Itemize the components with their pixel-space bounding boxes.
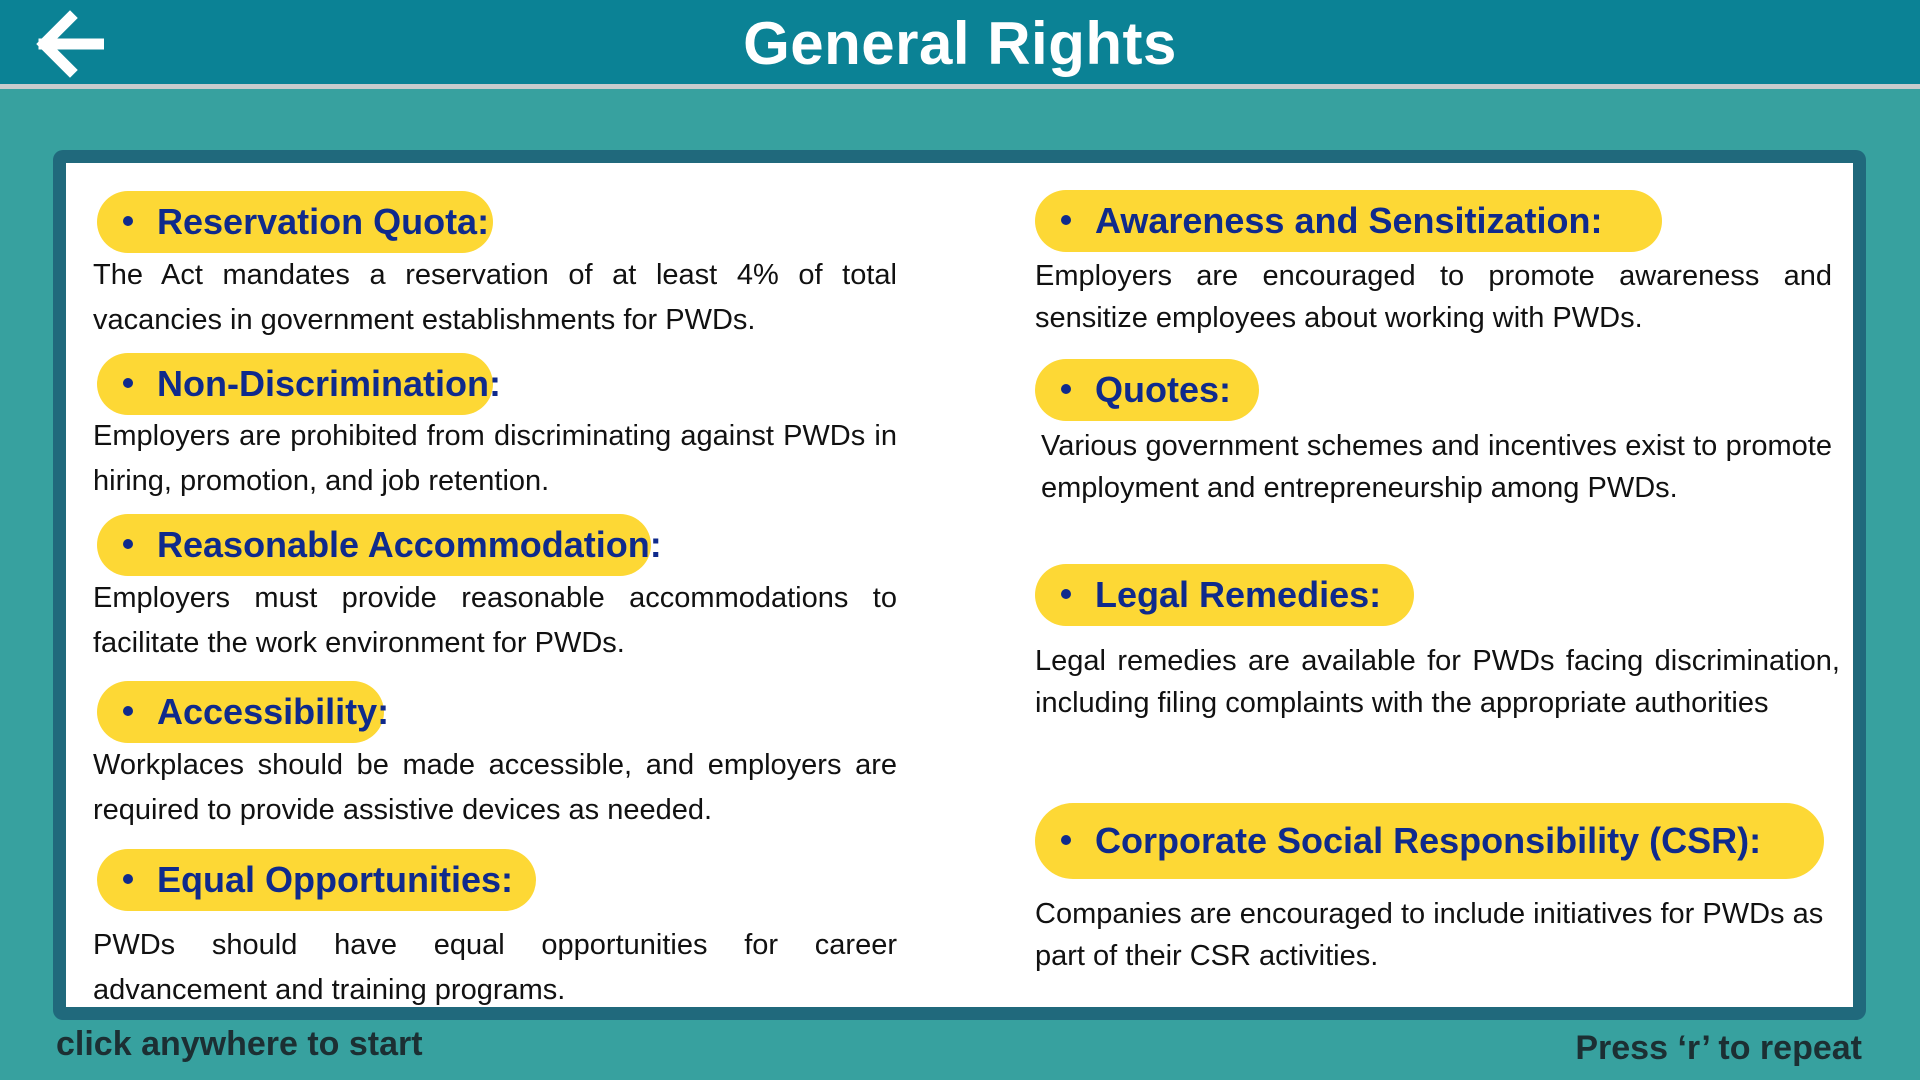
bullet-icon <box>123 874 133 885</box>
desc-non-discrimination: Employers are prohibited from discrimina… <box>93 420 897 497</box>
bullet-icon <box>123 539 133 550</box>
desc-legal-remedies: Legal remedies are available for PWDs fa… <box>1035 645 1840 719</box>
content-card: Reservation Quota: The Act mandates a re… <box>53 150 1866 1020</box>
heading-non-discrimination: Non-Discrimination: <box>97 353 501 415</box>
arrow-left-icon <box>36 10 106 78</box>
desc-awareness-sensitization: Employers are encouraged to promote awar… <box>1035 260 1832 334</box>
desc-csr: Companies are encouraged to include init… <box>1035 898 1824 972</box>
back-button[interactable] <box>34 8 106 80</box>
bullet-icon <box>123 378 133 389</box>
bullet-icon <box>1061 215 1071 226</box>
header-bar: General Rights <box>0 0 1920 89</box>
repeat-hint: Press ‘r’ to repeat <box>1575 1029 1862 1067</box>
heading-reasonable-accommodation: Reasonable Accommodation: <box>97 514 662 576</box>
heading-awareness-sensitization: Awareness and Sensitization: <box>1035 190 1662 252</box>
desc-equal-opportunities: PWDs should have equal opportunities for… <box>93 929 897 1006</box>
bullet-icon <box>1061 835 1071 846</box>
heading-accessibility: Accessibility: <box>97 681 389 743</box>
bullet-icon <box>123 706 133 717</box>
bullet-icon <box>1061 589 1071 600</box>
desc-quotes: Various government schemes and incentive… <box>1041 430 1832 504</box>
heading-csr: Corporate Social Responsibility (CSR): <box>1035 803 1824 879</box>
start-hint[interactable]: click anywhere to start <box>56 1025 423 1063</box>
heading-legal-remedies: Legal Remedies: <box>1035 564 1414 626</box>
heading-reservation-quota: Reservation Quota: <box>97 191 493 253</box>
heading-quotes: Quotes: <box>1035 359 1259 421</box>
desc-accessibility: Workplaces should be made accessible, an… <box>93 749 897 826</box>
bullet-icon <box>123 216 133 227</box>
bullet-icon <box>1061 384 1071 395</box>
desc-reservation-quota: The Act mandates a reservation of at lea… <box>93 259 897 336</box>
page-title: General Rights <box>743 10 1177 77</box>
desc-reasonable-accommodation: Employers must provide reasonable accomm… <box>93 582 897 659</box>
heading-equal-opportunities: Equal Opportunities: <box>97 849 536 911</box>
